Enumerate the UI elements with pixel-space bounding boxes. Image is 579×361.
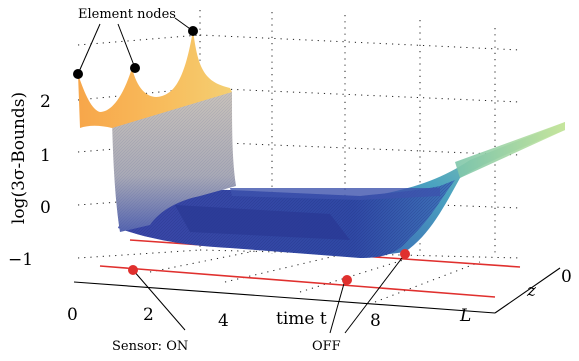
element-node-marker xyxy=(130,63,140,73)
x-tick-label: 2 xyxy=(143,305,154,325)
sensor-off-label: OFF xyxy=(312,339,341,354)
sensor-off-marker xyxy=(400,249,410,259)
element-node-marker xyxy=(188,26,198,36)
y-tick-label: L xyxy=(459,306,471,326)
sensor-line-on xyxy=(99,265,496,298)
x-axis-label: time t xyxy=(276,309,327,329)
x-tick-label: 0 xyxy=(67,305,78,325)
z-tick-label: 1 xyxy=(40,146,51,166)
grid xyxy=(77,10,521,303)
z-tick-label: 2 xyxy=(40,92,51,112)
surface xyxy=(78,30,565,258)
x-tick-label: 4 xyxy=(218,311,229,331)
z-ticks: −1 0 1 2 xyxy=(8,92,51,270)
z-tick-label: 0 xyxy=(40,198,51,218)
surface-floor-step xyxy=(175,205,350,240)
z-axis-label: log(3σ-Bounds) xyxy=(9,92,29,224)
z-tick-label: −1 xyxy=(8,250,33,270)
surface-right-top xyxy=(455,122,565,178)
sensor-annotation: Sensor: ON OFF xyxy=(112,249,410,354)
x-tick-label: 8 xyxy=(370,311,381,331)
element-node-marker xyxy=(73,69,83,79)
y-tick-label: 0 xyxy=(561,267,572,287)
element-nodes-annotation: Element nodes xyxy=(73,7,198,79)
y-ticks: 0 L xyxy=(459,267,572,326)
element-nodes-label: Element nodes xyxy=(78,7,176,22)
axes xyxy=(73,267,561,314)
y-axis-label: z xyxy=(526,281,537,301)
x-ticks: 0 2 4 8 xyxy=(67,305,381,331)
sensor-on-label: Sensor: ON xyxy=(112,339,188,354)
sensor-off-marker xyxy=(342,275,352,285)
sensor-on-marker xyxy=(128,265,138,275)
surface-top-high xyxy=(78,30,232,128)
